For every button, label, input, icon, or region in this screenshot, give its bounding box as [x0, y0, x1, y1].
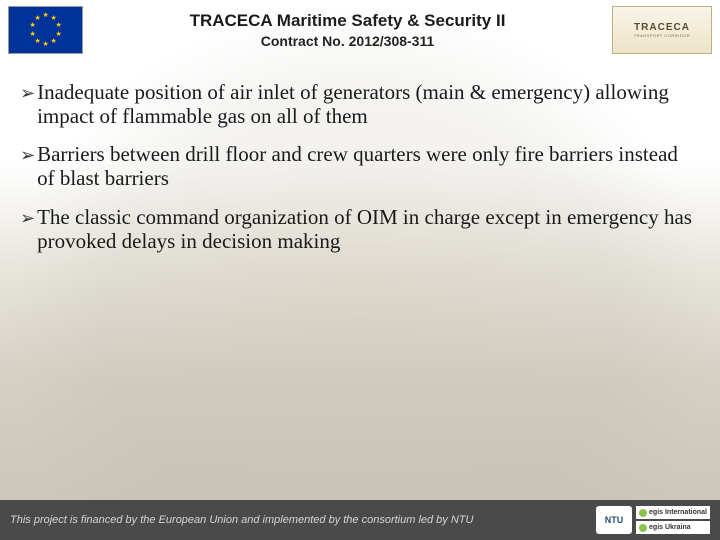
bullet-item: ➢ Inadequate position of air inlet of ge…	[20, 80, 700, 128]
eu-flag-logo: ★ ★ ★ ★ ★ ★ ★ ★ ★ ★	[8, 6, 83, 54]
slide-content: ➢ Inadequate position of air inlet of ge…	[0, 60, 720, 253]
bullet-text: The classic command organization of OIM …	[37, 205, 700, 253]
eu-stars-icon: ★ ★ ★ ★ ★ ★ ★ ★ ★ ★	[30, 14, 62, 46]
slide-header: ★ ★ ★ ★ ★ ★ ★ ★ ★ ★ TRACECA Maritime Saf…	[0, 0, 720, 60]
arrow-icon: ➢	[20, 208, 35, 229]
egis-ukr-label: egis Ukraina	[649, 524, 691, 531]
ntu-logo: NTU	[596, 506, 632, 534]
arrow-icon: ➢	[20, 145, 35, 166]
slide-footer: This project is financed by the European…	[0, 500, 720, 540]
arrow-icon: ➢	[20, 83, 35, 104]
bullet-text: Barriers between drill floor and crew qu…	[37, 142, 700, 190]
bullet-text: Inadequate position of air inlet of gene…	[37, 80, 700, 128]
header-title-main: TRACECA Maritime Safety & Security II	[93, 11, 602, 31]
egis-ukr-logo: egis Ukraina	[636, 521, 710, 534]
egis-circle-icon	[639, 524, 647, 532]
traceca-sublabel: TRANSPORT CORRIDOR	[634, 33, 690, 38]
egis-circle-icon	[639, 509, 647, 517]
bullet-item: ➢ The classic command organization of OI…	[20, 205, 700, 253]
egis-intl-logo: egis International	[636, 506, 710, 519]
footer-logos: NTU egis International egis Ukraina	[596, 506, 710, 534]
traceca-logo: TRACECA TRANSPORT CORRIDOR	[612, 6, 712, 54]
traceca-label: TRACECA	[634, 22, 690, 33]
header-title-sub: Contract No. 2012/308-311	[93, 33, 602, 49]
footer-text: This project is financed by the European…	[10, 514, 596, 526]
egis-logos: egis International egis Ukraina	[636, 506, 710, 534]
bullet-item: ➢ Barriers between drill floor and crew …	[20, 142, 700, 190]
egis-intl-label: egis International	[649, 509, 707, 516]
header-title-block: TRACECA Maritime Safety & Security II Co…	[93, 11, 602, 49]
